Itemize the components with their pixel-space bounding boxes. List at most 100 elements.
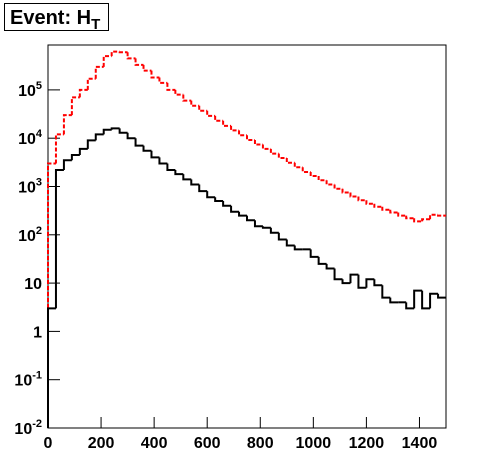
y-tick-exponent: 3 xyxy=(36,176,42,188)
histogram-bin xyxy=(54,133,64,164)
frame xyxy=(47,44,447,429)
histogram-bin xyxy=(261,144,271,150)
histogram-bin xyxy=(413,289,423,309)
histogram-bin xyxy=(325,263,335,270)
histogram-bin xyxy=(54,168,64,309)
y-tick-label: 10-1 xyxy=(14,370,42,390)
histogram-bin xyxy=(253,139,263,146)
histogram-bin xyxy=(86,139,96,149)
histogram-bin xyxy=(349,273,359,284)
histogram-bin xyxy=(142,64,152,72)
histogram-bin xyxy=(405,215,415,220)
histogram-bin xyxy=(389,209,399,214)
histogram-bin xyxy=(222,201,232,207)
histogram-bin xyxy=(142,145,152,152)
histogram-bin xyxy=(246,215,255,222)
histogram-bin xyxy=(206,191,216,199)
y-tick-label: 10 xyxy=(24,276,42,293)
histogram-bin xyxy=(150,70,160,79)
histogram-bin xyxy=(349,192,359,198)
title-subscript: T xyxy=(91,16,100,33)
histogram-bin xyxy=(86,77,96,90)
histogram-bin xyxy=(102,55,112,67)
histogram-bin xyxy=(230,125,240,132)
y-tick-exponent: 2 xyxy=(36,225,42,237)
y-tick-exponent: -1 xyxy=(32,370,42,382)
histogram-bin xyxy=(285,157,295,164)
histogram-bin xyxy=(341,188,351,194)
histogram-bin xyxy=(190,100,200,107)
histogram-bin xyxy=(333,268,343,281)
histogram-bin xyxy=(62,114,72,135)
histogram-bin xyxy=(158,77,168,84)
histogram-bin xyxy=(277,153,287,159)
histogram-bin xyxy=(261,226,271,229)
y-tick-base: 10 xyxy=(14,373,32,390)
histogram-bin xyxy=(269,148,279,155)
histogram-bin xyxy=(222,120,232,127)
y-tick-base: 10 xyxy=(18,179,36,196)
x-tick-label: 800 xyxy=(247,435,274,452)
histogram-bin xyxy=(309,249,319,258)
y-tick-base: 10 xyxy=(18,83,36,100)
histogram-bin xyxy=(421,290,431,310)
histogram-bin xyxy=(293,162,303,169)
histogram-bin xyxy=(190,179,200,186)
histogram-bin xyxy=(429,292,439,309)
y-tick-label: 10-2 xyxy=(14,418,42,438)
x-tick-label: 0 xyxy=(44,435,53,452)
histogram-bin xyxy=(134,58,144,66)
histogram-bin xyxy=(62,159,72,170)
histogram-bin xyxy=(365,200,375,205)
histogram-bin xyxy=(421,218,431,222)
histogram-bin xyxy=(437,214,446,217)
histogram-bin xyxy=(70,153,80,161)
histogram-bin xyxy=(317,175,327,182)
histogram-bin xyxy=(126,132,136,140)
histogram-bin xyxy=(309,171,319,177)
histogram-bin xyxy=(325,180,335,186)
histogram-bin xyxy=(47,162,56,428)
histogram-bin xyxy=(158,157,168,165)
histogram-bin xyxy=(166,163,176,171)
histogram-bin xyxy=(317,256,327,265)
histogram-bin xyxy=(293,245,303,251)
y-tick-exponent: -2 xyxy=(32,418,42,430)
histogram-bin xyxy=(429,213,439,220)
histogram-bin xyxy=(78,88,88,98)
histogram-bin xyxy=(166,82,176,91)
title-main: Event: H xyxy=(10,7,91,29)
histogram-bin xyxy=(118,51,128,54)
histogram-bin xyxy=(126,52,136,60)
histogram-bin xyxy=(357,274,367,289)
histogram-bin xyxy=(246,135,255,141)
y-tick-label: 103 xyxy=(18,176,42,196)
histogram-bin xyxy=(357,196,367,202)
histogram-bin xyxy=(214,197,224,203)
histogram-bin xyxy=(269,227,279,234)
histogram-bin xyxy=(214,115,224,122)
y-tick-label: 104 xyxy=(18,128,43,148)
y-tick-base: 10 xyxy=(18,228,36,245)
histogram-bin xyxy=(206,110,216,117)
histogram-bin xyxy=(285,239,295,247)
histogram-bin xyxy=(134,138,144,147)
chart-title: Event: HT xyxy=(10,7,100,33)
y-tick-exponent: 4 xyxy=(36,128,43,140)
histogram-series xyxy=(47,50,446,428)
histogram-bin xyxy=(381,206,391,211)
histogram-bin xyxy=(230,205,240,213)
histogram-bin xyxy=(174,169,184,176)
histogram-bin xyxy=(253,220,263,228)
y-tick-label: 105 xyxy=(18,80,42,100)
histogram-bin xyxy=(110,50,120,57)
x-tick-label: 1400 xyxy=(402,435,438,452)
histogram-bin xyxy=(301,167,311,173)
title-box xyxy=(4,3,109,31)
x-tick-label: 600 xyxy=(194,435,221,452)
histogram-series xyxy=(47,127,446,428)
histogram-bin xyxy=(437,293,446,299)
histogram-bin xyxy=(341,279,351,285)
histogram-bin xyxy=(389,297,399,304)
histogram-bin xyxy=(238,130,247,137)
